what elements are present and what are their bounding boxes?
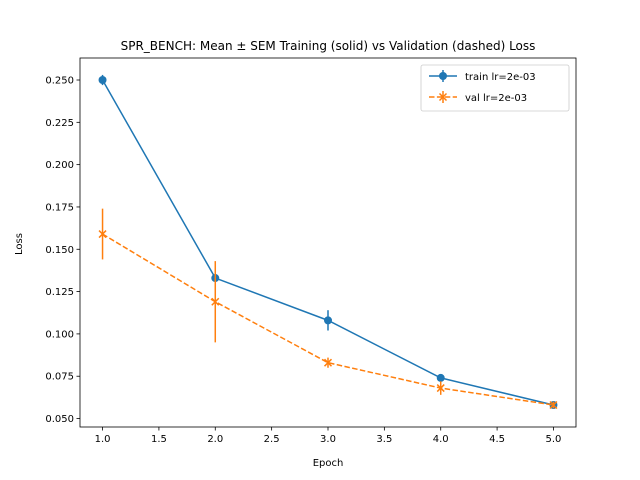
x-tick-label: 2.5 <box>264 434 280 445</box>
x-tick-label: 4.0 <box>433 434 449 445</box>
legend-label: val lr=2e-03 <box>465 93 527 104</box>
y-tick-label: 0.075 <box>45 372 74 383</box>
y-tick-label: 0.150 <box>45 245 74 256</box>
series-val <box>98 208 558 410</box>
y-tick-label: 0.225 <box>45 118 74 129</box>
y-tick-label: 0.050 <box>45 414 74 425</box>
data-point <box>98 230 107 239</box>
legend-label: train lr=2e-03 <box>465 72 536 83</box>
data-point <box>436 373 445 382</box>
y-tick-label: 0.175 <box>45 202 74 213</box>
series-line <box>102 233 554 406</box>
y-tick-label: 0.100 <box>45 329 74 340</box>
data-point <box>211 297 220 306</box>
legend-marker <box>438 92 448 102</box>
data-point <box>98 76 107 85</box>
data-point <box>324 316 332 325</box>
plot-frame <box>79 57 577 428</box>
data-point <box>436 384 445 393</box>
y-tick-label: 0.125 <box>45 287 74 298</box>
y-axis-label: Loss <box>14 233 25 255</box>
data-point <box>549 400 558 410</box>
chart-title: SPR_BENCH: Mean ± SEM Training (solid) v… <box>121 39 536 53</box>
x-axis-label: Epoch <box>313 458 344 469</box>
series-line <box>101 79 554 406</box>
y-tick-label: 0.200 <box>45 160 74 171</box>
plot-area: 1.0 1.5 2.0 2.5 3.0 3.5 4.0 4.5 5.0 0.050 0.075 0.1… <box>45 57 577 445</box>
x-tick-label: 3.5 <box>376 434 392 445</box>
x-tick-label: 2.0 <box>207 434 223 445</box>
x-tick-label: 1.0 <box>95 434 111 445</box>
data-point <box>323 358 333 367</box>
x-tick-label: 1.5 <box>151 434 167 445</box>
x-tick-label: 5.0 <box>546 434 562 445</box>
y-tick-label: 0.250 <box>45 76 74 87</box>
x-tick-label: 4.5 <box>489 434 505 445</box>
legend-marker <box>439 72 447 80</box>
x-tick-label: 3.0 <box>320 434 336 445</box>
legend: train lr=2e-03 val lr=2e-03 <box>420 64 570 112</box>
legend-box <box>420 64 570 112</box>
